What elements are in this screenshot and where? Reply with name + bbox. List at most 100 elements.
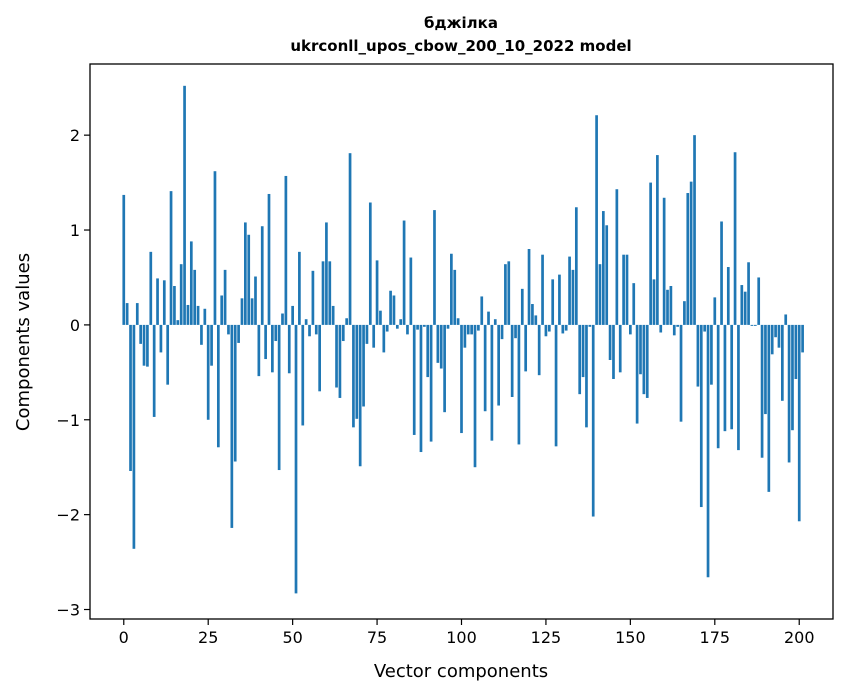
bar-147: [618, 324, 622, 373]
x-axis-ticks: 0 25 50 75 100 125 150 175 200: [119, 619, 815, 647]
bar-167: [686, 193, 690, 325]
bar-153: [639, 324, 642, 375]
bar-174: [710, 324, 713, 385]
bar-76: [379, 310, 382, 325]
bar-192: [770, 324, 774, 355]
bar-114: [507, 261, 511, 325]
bar-186: [750, 324, 754, 326]
bar-61: [328, 261, 332, 325]
bar-94: [439, 324, 443, 369]
bar-17: [179, 264, 183, 325]
bar-43: [267, 193, 271, 325]
bar-38: [250, 298, 254, 325]
bar-166: [683, 301, 686, 325]
x-tick-label: 150: [615, 628, 646, 647]
bar-139: [591, 324, 595, 517]
bar-190: [764, 324, 767, 415]
bar-31: [227, 324, 230, 335]
bar-146: [615, 189, 619, 325]
bar-19: [186, 304, 190, 325]
bar-118: [520, 288, 524, 325]
plot-frame: [89, 63, 834, 620]
bar-93: [436, 324, 440, 363]
bar-156: [649, 182, 652, 325]
bar-22: [196, 305, 200, 325]
chart-title: бджілка: [424, 14, 498, 32]
y-tick-label: 2: [70, 126, 80, 145]
bar-57: [314, 324, 318, 335]
bar-152: [635, 324, 639, 424]
bar-5: [139, 324, 143, 344]
bar-194: [777, 324, 781, 348]
bar-56: [311, 270, 315, 325]
bar-200: [797, 324, 801, 522]
bar-15: [173, 286, 176, 325]
bar-44: [271, 324, 274, 373]
bar-131: [564, 324, 568, 331]
bar-84: [406, 324, 409, 335]
bar-82: [399, 319, 403, 325]
bar-123: [537, 324, 541, 376]
bar-158: [656, 155, 659, 325]
bar-89: [423, 324, 426, 327]
bar-10: [156, 278, 159, 325]
bar-137: [585, 324, 588, 428]
y-tick-label: 1: [70, 221, 80, 240]
bar-46: [277, 324, 281, 471]
bar-182: [737, 324, 740, 451]
bar-128: [554, 324, 558, 447]
bar-165: [679, 324, 683, 422]
bar-101: [463, 324, 467, 348]
bar-33: [233, 324, 237, 462]
bar-132: [568, 256, 571, 325]
bar-55: [308, 324, 311, 337]
bar-111: [497, 324, 500, 406]
bar-188: [757, 277, 761, 325]
bar-126: [547, 324, 551, 332]
bar-136: [581, 324, 585, 378]
x-axis-label: Vector components: [374, 661, 548, 682]
bar-164: [676, 324, 679, 327]
bar-66: [345, 318, 349, 325]
bar-35: [240, 298, 244, 325]
bar-157: [652, 279, 656, 325]
bar-183: [740, 285, 744, 325]
bar-73: [368, 202, 372, 325]
x-tick-label: 50: [282, 628, 302, 647]
bar-144: [608, 324, 612, 360]
bar-27: [213, 171, 217, 325]
bar-14: [169, 191, 173, 325]
bar-25: [206, 324, 210, 420]
bar-199: [794, 324, 798, 379]
bar-140: [595, 115, 598, 325]
chart-subtitle: ukrconll_upos_cbow_200_10_2022 model: [290, 37, 631, 55]
bar-122: [534, 315, 538, 325]
bar-8: [149, 251, 153, 325]
bar-99: [456, 318, 460, 325]
bar-54: [304, 319, 308, 325]
y-tick-label: −2: [56, 506, 80, 525]
bar-53: [301, 324, 305, 426]
bar-173: [706, 324, 710, 578]
bar-69: [355, 324, 359, 419]
bar-112: [500, 324, 504, 340]
bar-23: [200, 324, 203, 345]
bar-40: [257, 324, 261, 377]
bar-187: [753, 324, 757, 326]
bar-49: [287, 324, 291, 374]
bar-71: [362, 324, 365, 407]
bar-58: [318, 324, 321, 392]
bar-162: [669, 286, 673, 325]
bar-62: [331, 305, 335, 325]
bar-155: [645, 324, 649, 398]
bar-119: [524, 324, 528, 372]
bar-168: [689, 181, 693, 325]
bar-125: [544, 324, 548, 337]
bar-176: [716, 324, 720, 449]
bar-110: [493, 319, 497, 325]
bar-133: [571, 269, 575, 325]
bar-161: [666, 289, 669, 325]
bar-13: [166, 324, 170, 385]
x-tick-label: 100: [446, 628, 477, 647]
bar-148: [622, 254, 625, 325]
